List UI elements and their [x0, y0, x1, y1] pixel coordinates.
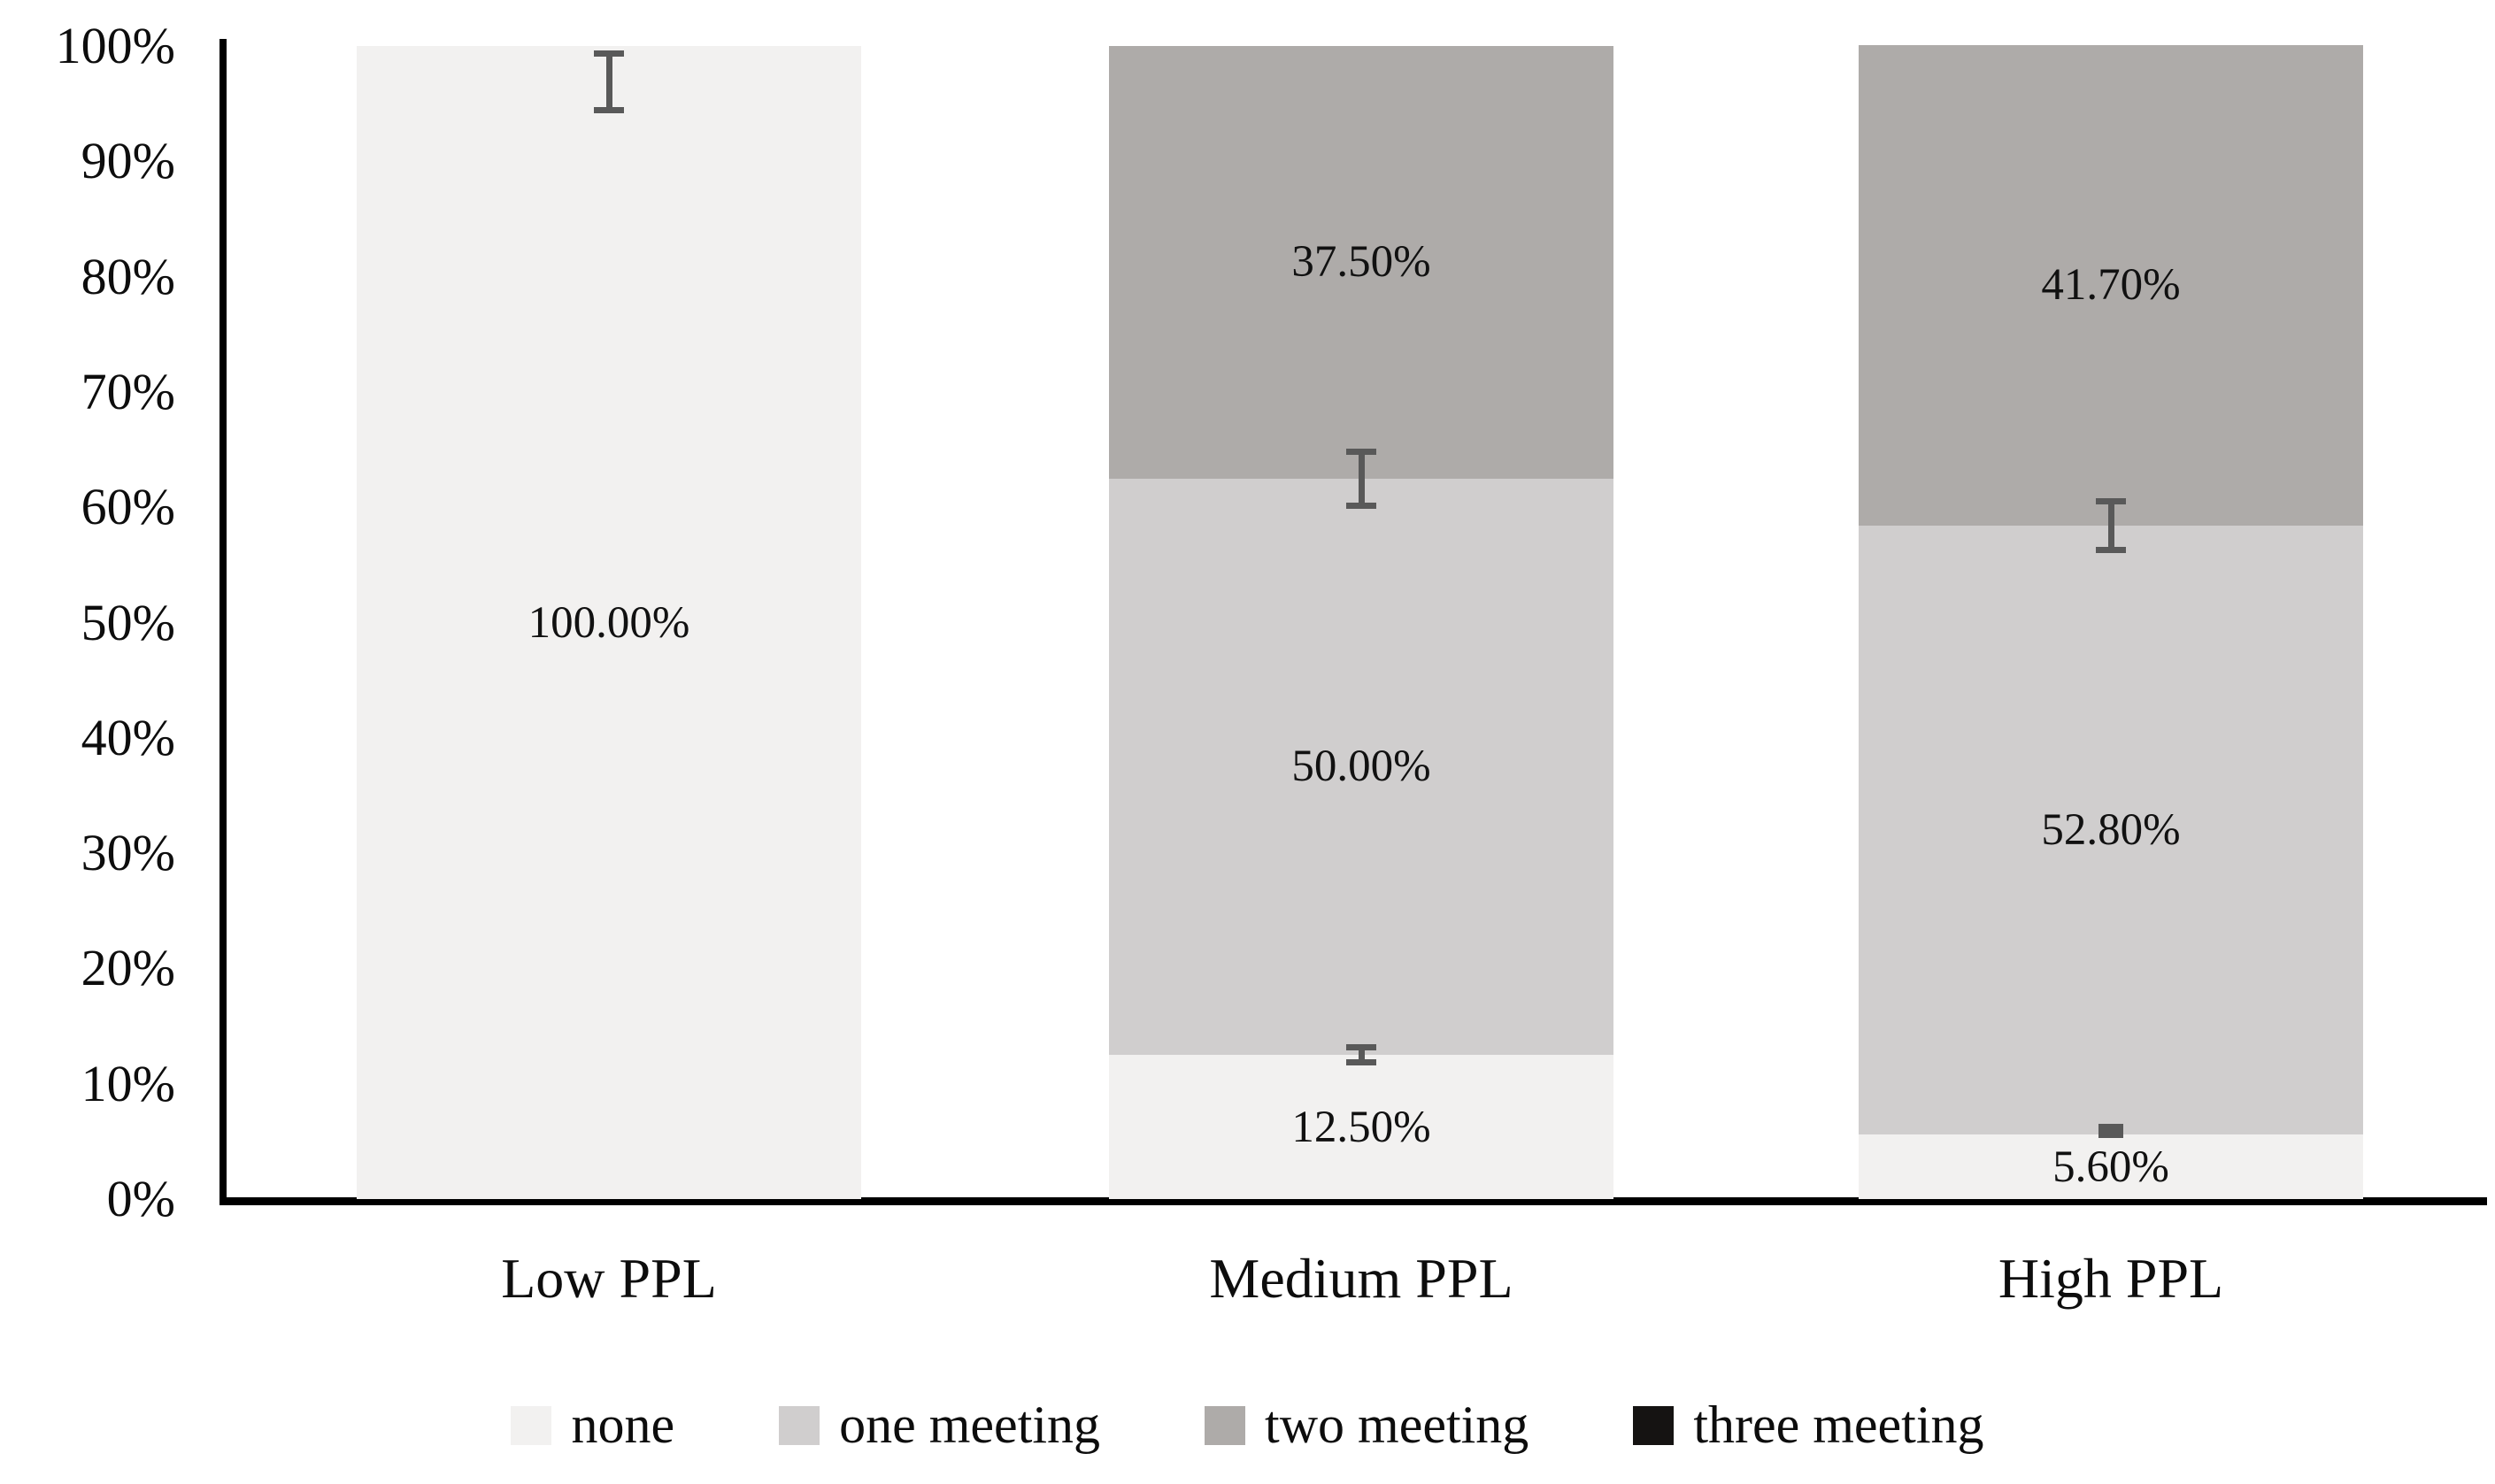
data-label: 50.00%	[1291, 742, 1431, 792]
legend-label: two meeting	[1265, 1396, 1529, 1454]
legend-label: none	[571, 1396, 675, 1454]
error-bar	[1358, 448, 1365, 509]
category-label-high-ppl: High PPL	[1998, 1247, 2224, 1310]
data-label: 52.80%	[2041, 805, 2181, 856]
error-bar	[1346, 1058, 1376, 1065]
error-bar	[2098, 1124, 2123, 1139]
y-tick-label-30-: 30%	[81, 824, 175, 882]
error-bar	[2096, 497, 2126, 504]
data-label: 100.00%	[527, 597, 690, 648]
bar-medium-ppl-segment-two-meeting: 37.50%	[1109, 46, 1613, 479]
error-bar	[1346, 1044, 1376, 1051]
legend-label: one meeting	[839, 1396, 1101, 1454]
y-tick-label-70-: 70%	[81, 362, 175, 420]
legend-swatch-three-meeting	[1633, 1405, 1675, 1445]
error-bar	[1358, 1044, 1365, 1065]
y-tick-label-60-: 60%	[81, 478, 175, 536]
y-tick-label-0-: 0%	[106, 1170, 175, 1227]
error-bar	[1346, 448, 1376, 455]
legend-swatch-two-meeting	[1205, 1405, 1246, 1445]
y-tick-label-80-: 80%	[81, 247, 175, 305]
error-bar	[2096, 547, 2126, 554]
data-label: 37.50%	[1291, 237, 1431, 288]
data-label: 41.70%	[2041, 260, 2181, 311]
legend-item-three-meeting: three meeting	[1633, 1395, 1984, 1456]
bar-low-ppl-segment-none: 100.00%	[357, 46, 861, 1199]
x-axis-line	[219, 1197, 2487, 1205]
error-bar	[594, 106, 624, 113]
legend: none one meeting two meeting three meeting	[0, 1395, 2495, 1456]
legend-item-two-meeting: two meeting	[1205, 1395, 1529, 1456]
data-label: 5.60%	[2052, 1142, 2169, 1192]
legend-item-one-meeting: one meeting	[779, 1395, 1100, 1456]
y-axis-line	[219, 39, 227, 1205]
y-tick-label-50-: 50%	[81, 593, 175, 651]
y-tick-label-20-: 20%	[81, 939, 175, 997]
bar-high-ppl-segment-one-meeting: 52.80%	[1859, 526, 2363, 1135]
error-bar	[2107, 497, 2114, 554]
legend-item-none: none	[511, 1395, 674, 1456]
data-label: 12.50%	[1291, 1102, 1431, 1152]
bar-high-ppl-segment-two-meeting: 41.70%	[1859, 44, 2363, 527]
legend-swatch-one-meeting	[779, 1405, 820, 1445]
category-label-medium-ppl: Medium PPL	[1209, 1247, 1513, 1310]
error-bar	[1346, 502, 1376, 509]
y-tick-label-40-: 40%	[81, 708, 175, 766]
legend-label: three meeting	[1693, 1396, 1984, 1454]
error-bar	[605, 50, 612, 113]
bar-high-ppl-segment-none: 5.60%	[1859, 1134, 2363, 1199]
bar-medium-ppl-segment-one-meeting: 50.00%	[1109, 478, 1613, 1056]
y-tick-label-100-: 100%	[55, 17, 175, 74]
legend-swatch-none	[511, 1405, 552, 1445]
bar-medium-ppl-segment-none: 12.50%	[1109, 1055, 1613, 1199]
y-tick-label-90-: 90%	[81, 132, 175, 190]
y-tick-label-10-: 10%	[81, 1054, 175, 1112]
error-bar	[594, 50, 624, 58]
category-label-low-ppl: Low PPL	[501, 1247, 717, 1310]
